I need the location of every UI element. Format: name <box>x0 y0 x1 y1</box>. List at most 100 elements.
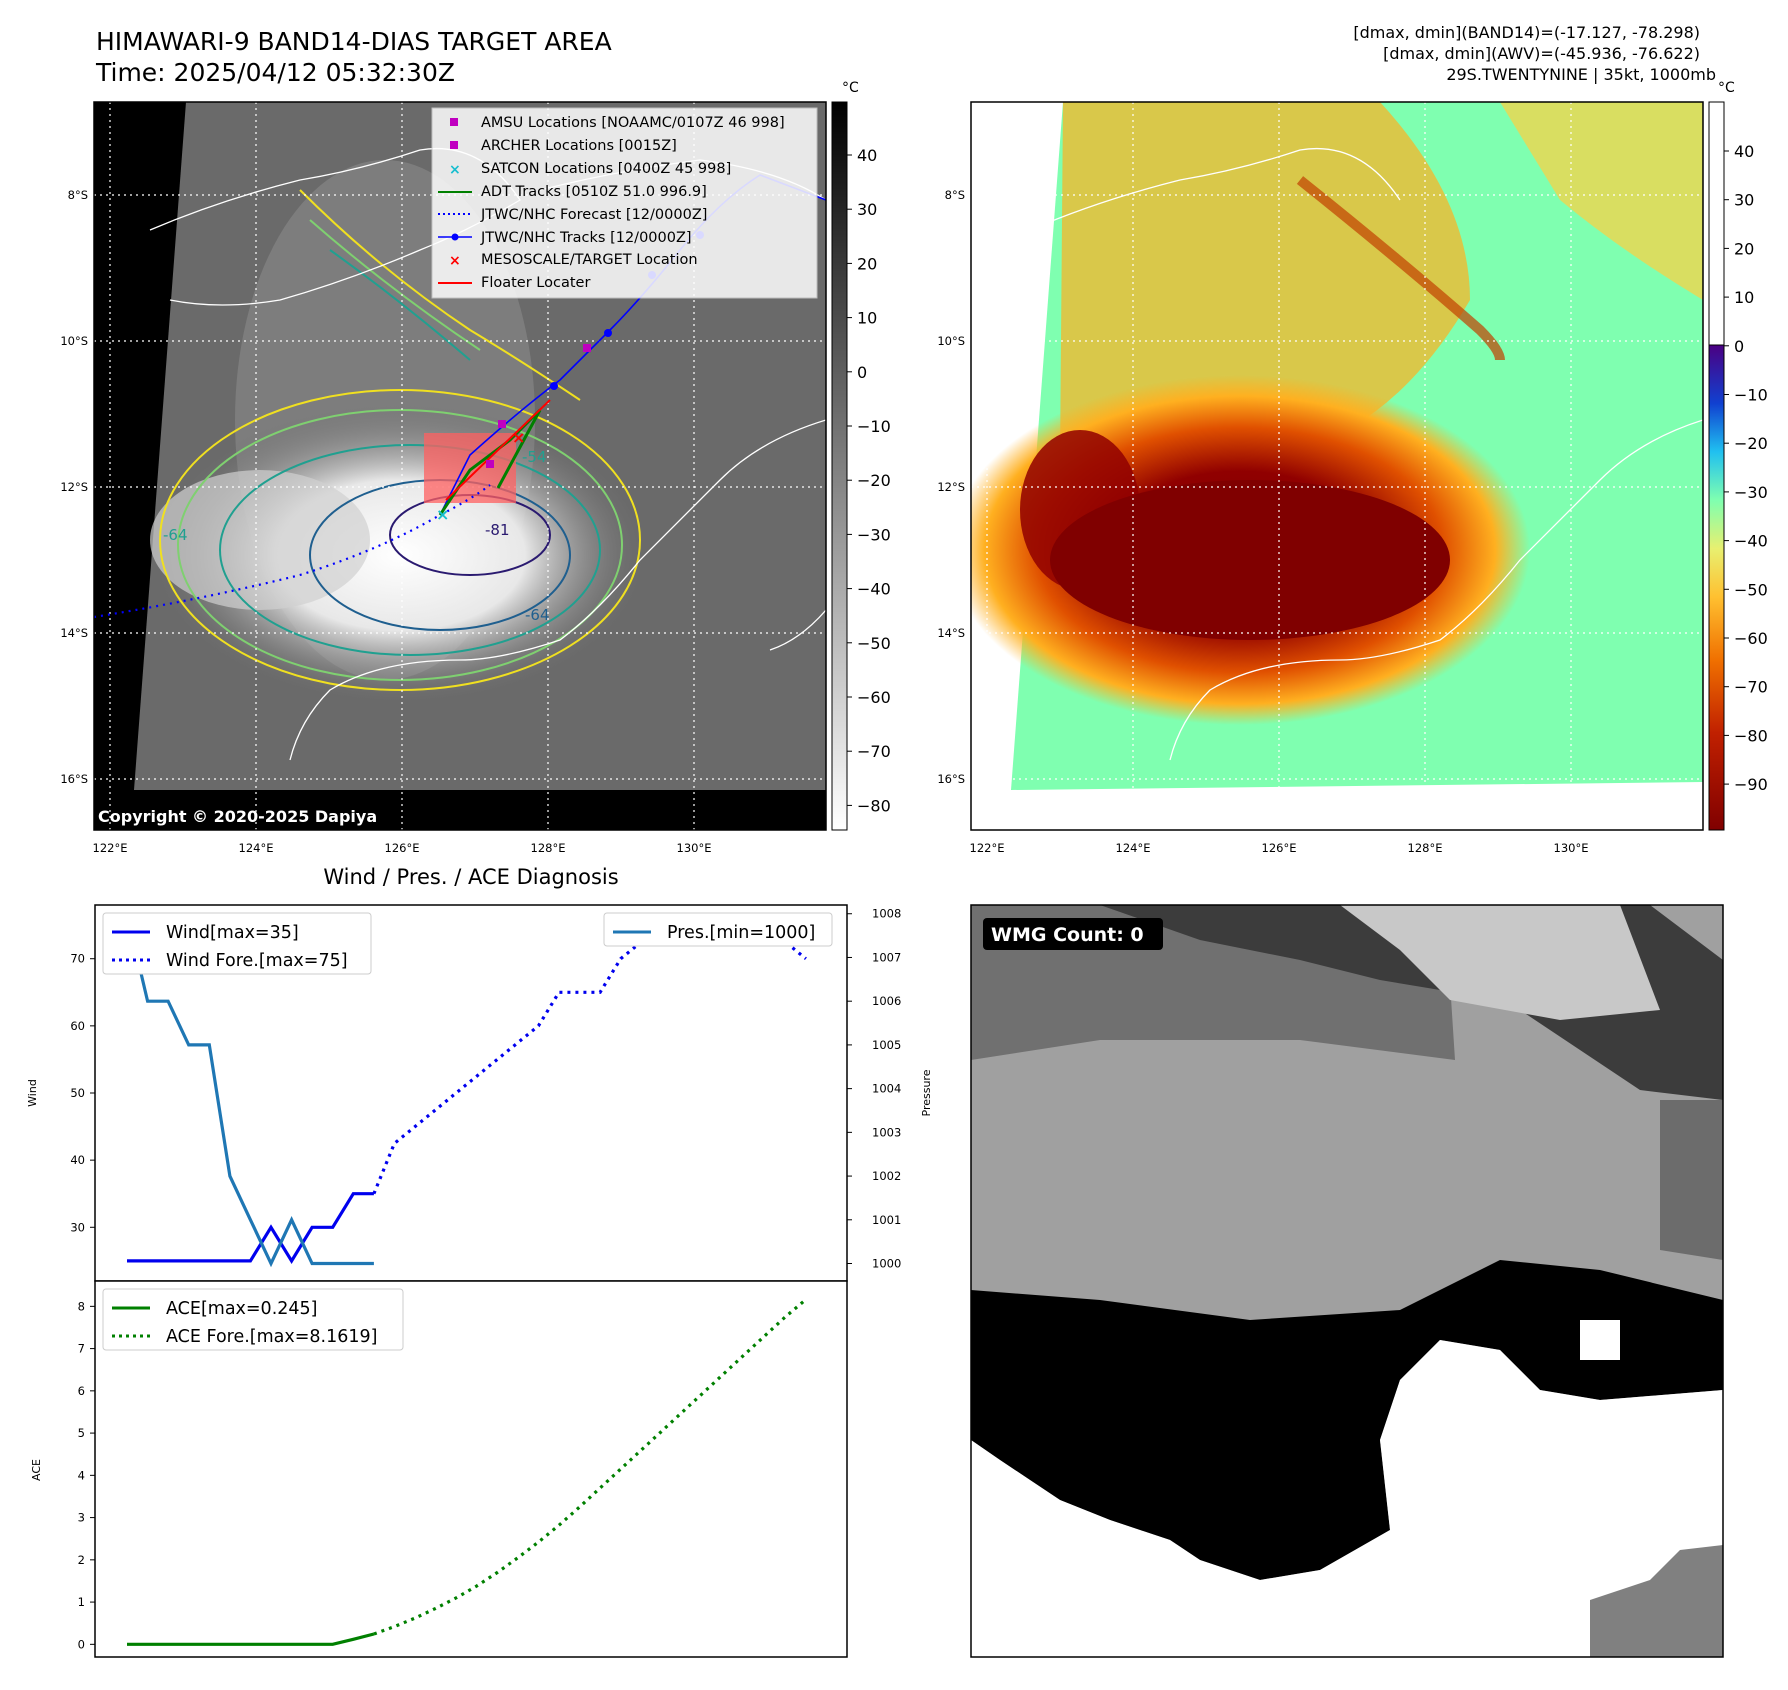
svg-text:°C: °C <box>1718 80 1735 96</box>
ace-ylabel: ACE <box>30 1459 43 1481</box>
ace-tick-label: 7 <box>78 1342 85 1356</box>
svg-text:×: × <box>449 253 461 269</box>
pressure-tick-label: 1006 <box>872 994 901 1008</box>
colorbar-tick-label: −50 <box>1734 580 1768 599</box>
ace-tick-label: 4 <box>78 1468 85 1482</box>
legend-satcon: SATCON Locations [0400Z 45 998] <box>481 161 731 177</box>
svg-text:8°S: 8°S <box>68 188 88 202</box>
pressure-legend: Pres.[min=1000] <box>603 912 833 947</box>
legend-floater: Floater Locater <box>481 275 590 291</box>
wind-ylabel: Wind <box>26 1079 39 1107</box>
wind-tick-label: 70 <box>70 952 85 966</box>
colorbar-tick-label: −30 <box>857 525 891 544</box>
wmg-count-badge <box>983 918 1163 950</box>
colorbar-tick-label: −10 <box>857 417 891 436</box>
series-line-ace-fore- <box>373 1298 807 1636</box>
contour-label: -54 <box>522 448 547 466</box>
series-line-ace <box>127 1632 375 1646</box>
svg-text:14°S: 14°S <box>937 626 965 640</box>
colorbar-tick-label: −60 <box>1734 629 1768 648</box>
pressure-tick-label: 1002 <box>872 1169 901 1183</box>
map-lat-ticks: 8°S 10°S 12°S 14°S 16°S <box>60 188 88 786</box>
wind-tick-label: 60 <box>70 1019 85 1033</box>
svg-text:16°S: 16°S <box>60 772 88 786</box>
band14-map-panel: -54 -64 -64 -81 × <box>94 102 826 830</box>
wind-tick-label: 30 <box>70 1220 85 1234</box>
svg-text:130°E: 130°E <box>1554 841 1589 855</box>
svg-text:122°E: 122°E <box>970 841 1005 855</box>
contour-label: -81 <box>485 521 510 539</box>
colorbar-tick-label: −90 <box>1734 775 1768 794</box>
colorbar-tick-label: −50 <box>857 634 891 653</box>
ace-tick-label: 2 <box>78 1553 85 1567</box>
legend-archer: ARCHER Locations [0015Z] <box>481 138 677 154</box>
svg-text:130°E: 130°E <box>677 841 712 855</box>
colorbar-tick-label: −80 <box>857 796 891 815</box>
colorbar-tick-label: 20 <box>857 254 877 273</box>
info-line1: [dmax, dmin](BAND14)=(-17.127, -78.298) <box>1353 23 1700 42</box>
contour-lightgreen <box>177 409 623 681</box>
colorbar-tick-label: −70 <box>857 742 891 761</box>
adt-track <box>438 408 542 516</box>
coastline-australia <box>289 419 826 761</box>
svg-text:124°E: 124°E <box>239 841 274 855</box>
svg-text:124°E: 124°E <box>1116 841 1151 855</box>
legend-ace: ACE[max=0.245] <box>166 1299 317 1319</box>
colorbar-tick-label: 0 <box>857 363 867 382</box>
ace-tick-label: 0 <box>78 1637 85 1651</box>
legend-target: MESOSCALE/TARGET Location <box>481 252 698 268</box>
ace-tick-label: 6 <box>78 1384 85 1398</box>
wmg-panel: WMG Count: 0 <box>970 904 1724 1658</box>
awv-colorbar: °C 40 30 20 10 0 −10 −20 −30 −40 −50 −60 −70 −80 −90 <box>1708 80 1768 831</box>
ace-chart: 0 1 2 3 4 5 6 7 8 ACE ACE[max=0.245] ACE Fore.[m… <box>30 1280 848 1658</box>
ace-tick-label: 5 <box>78 1426 85 1440</box>
legend-pressure: Pres.[min=1000] <box>667 923 815 943</box>
amsu-marker <box>583 344 591 352</box>
info-line2: [dmax, dmin](AWV)=(-45.936, -76.622) <box>1383 44 1700 63</box>
legend-jtwc-tracks: JTWC/NHC Tracks [12/0000Z] <box>480 230 692 246</box>
awv-coastline <box>1169 419 1703 761</box>
wind-tick-label: 40 <box>70 1153 85 1167</box>
svg-text:126°E: 126°E <box>385 841 420 855</box>
colorbar-tick-label: 40 <box>1734 142 1754 161</box>
svg-text:122°E: 122°E <box>93 841 128 855</box>
svg-text:12°S: 12°S <box>60 480 88 494</box>
series-line-wind <box>127 1192 374 1264</box>
svg-text:128°E: 128°E <box>531 841 566 855</box>
ace-tick-label: 1 <box>78 1595 85 1609</box>
colorbar-tick-label: −60 <box>857 688 891 707</box>
colorbar-tick-label: −70 <box>1734 678 1768 697</box>
colorbar-tick-label: 40 <box>857 146 877 165</box>
colorbar-tick-label: −30 <box>1734 483 1768 502</box>
awv-lat-ticks: 8°S 10°S 12°S 14°S 16°S <box>937 188 965 786</box>
colorbar-tick-label: 20 <box>1734 239 1754 258</box>
svg-text:128°E: 128°E <box>1408 841 1443 855</box>
satcon-marker: × <box>436 505 449 524</box>
copyright-text: Copyright © 2020-2025 Dapiya <box>98 807 377 826</box>
svg-text:×: × <box>449 162 461 178</box>
legend-ace-forecast: ACE Fore.[max=8.1619] <box>166 1327 377 1347</box>
awv-map-panel <box>971 102 1703 830</box>
svg-text:10°S: 10°S <box>937 334 965 348</box>
ace-tick-label: 3 <box>78 1511 85 1525</box>
contour-label: -64 <box>525 606 550 624</box>
wmg-count-label: WMG Count: 0 <box>991 924 1144 946</box>
legend-wind-forecast: Wind Fore.[max=75] <box>166 951 348 971</box>
map-legend: AMSU Locations [NOAAMC/0107Z 46 998] ARC… <box>431 107 818 299</box>
svg-text:10°S: 10°S <box>60 334 88 348</box>
colorbar-tick-label: −40 <box>857 580 891 599</box>
diagnosis-title: Wind / Pres. / ACE Diagnosis <box>323 865 618 889</box>
pressure-tick-label: 1005 <box>872 1038 901 1052</box>
wind-tick-label: 50 <box>70 1086 85 1100</box>
target-marker: × <box>512 428 525 447</box>
wind-legend: Wind[max=35] Wind Fore.[max=75] <box>102 912 372 975</box>
legend-wind: Wind[max=35] <box>166 923 299 943</box>
colorbar-tick-label: −10 <box>1734 386 1768 405</box>
contour-band-north <box>299 189 581 401</box>
pressure-tick-label: 1004 <box>872 1082 901 1096</box>
svg-text:14°S: 14°S <box>60 626 88 640</box>
ace-legend: ACE[max=0.245] ACE Fore.[max=8.1619] <box>102 1288 404 1351</box>
colorbar-tick-label: −40 <box>1734 532 1768 551</box>
pressure-tick-label: 1001 <box>872 1213 901 1227</box>
